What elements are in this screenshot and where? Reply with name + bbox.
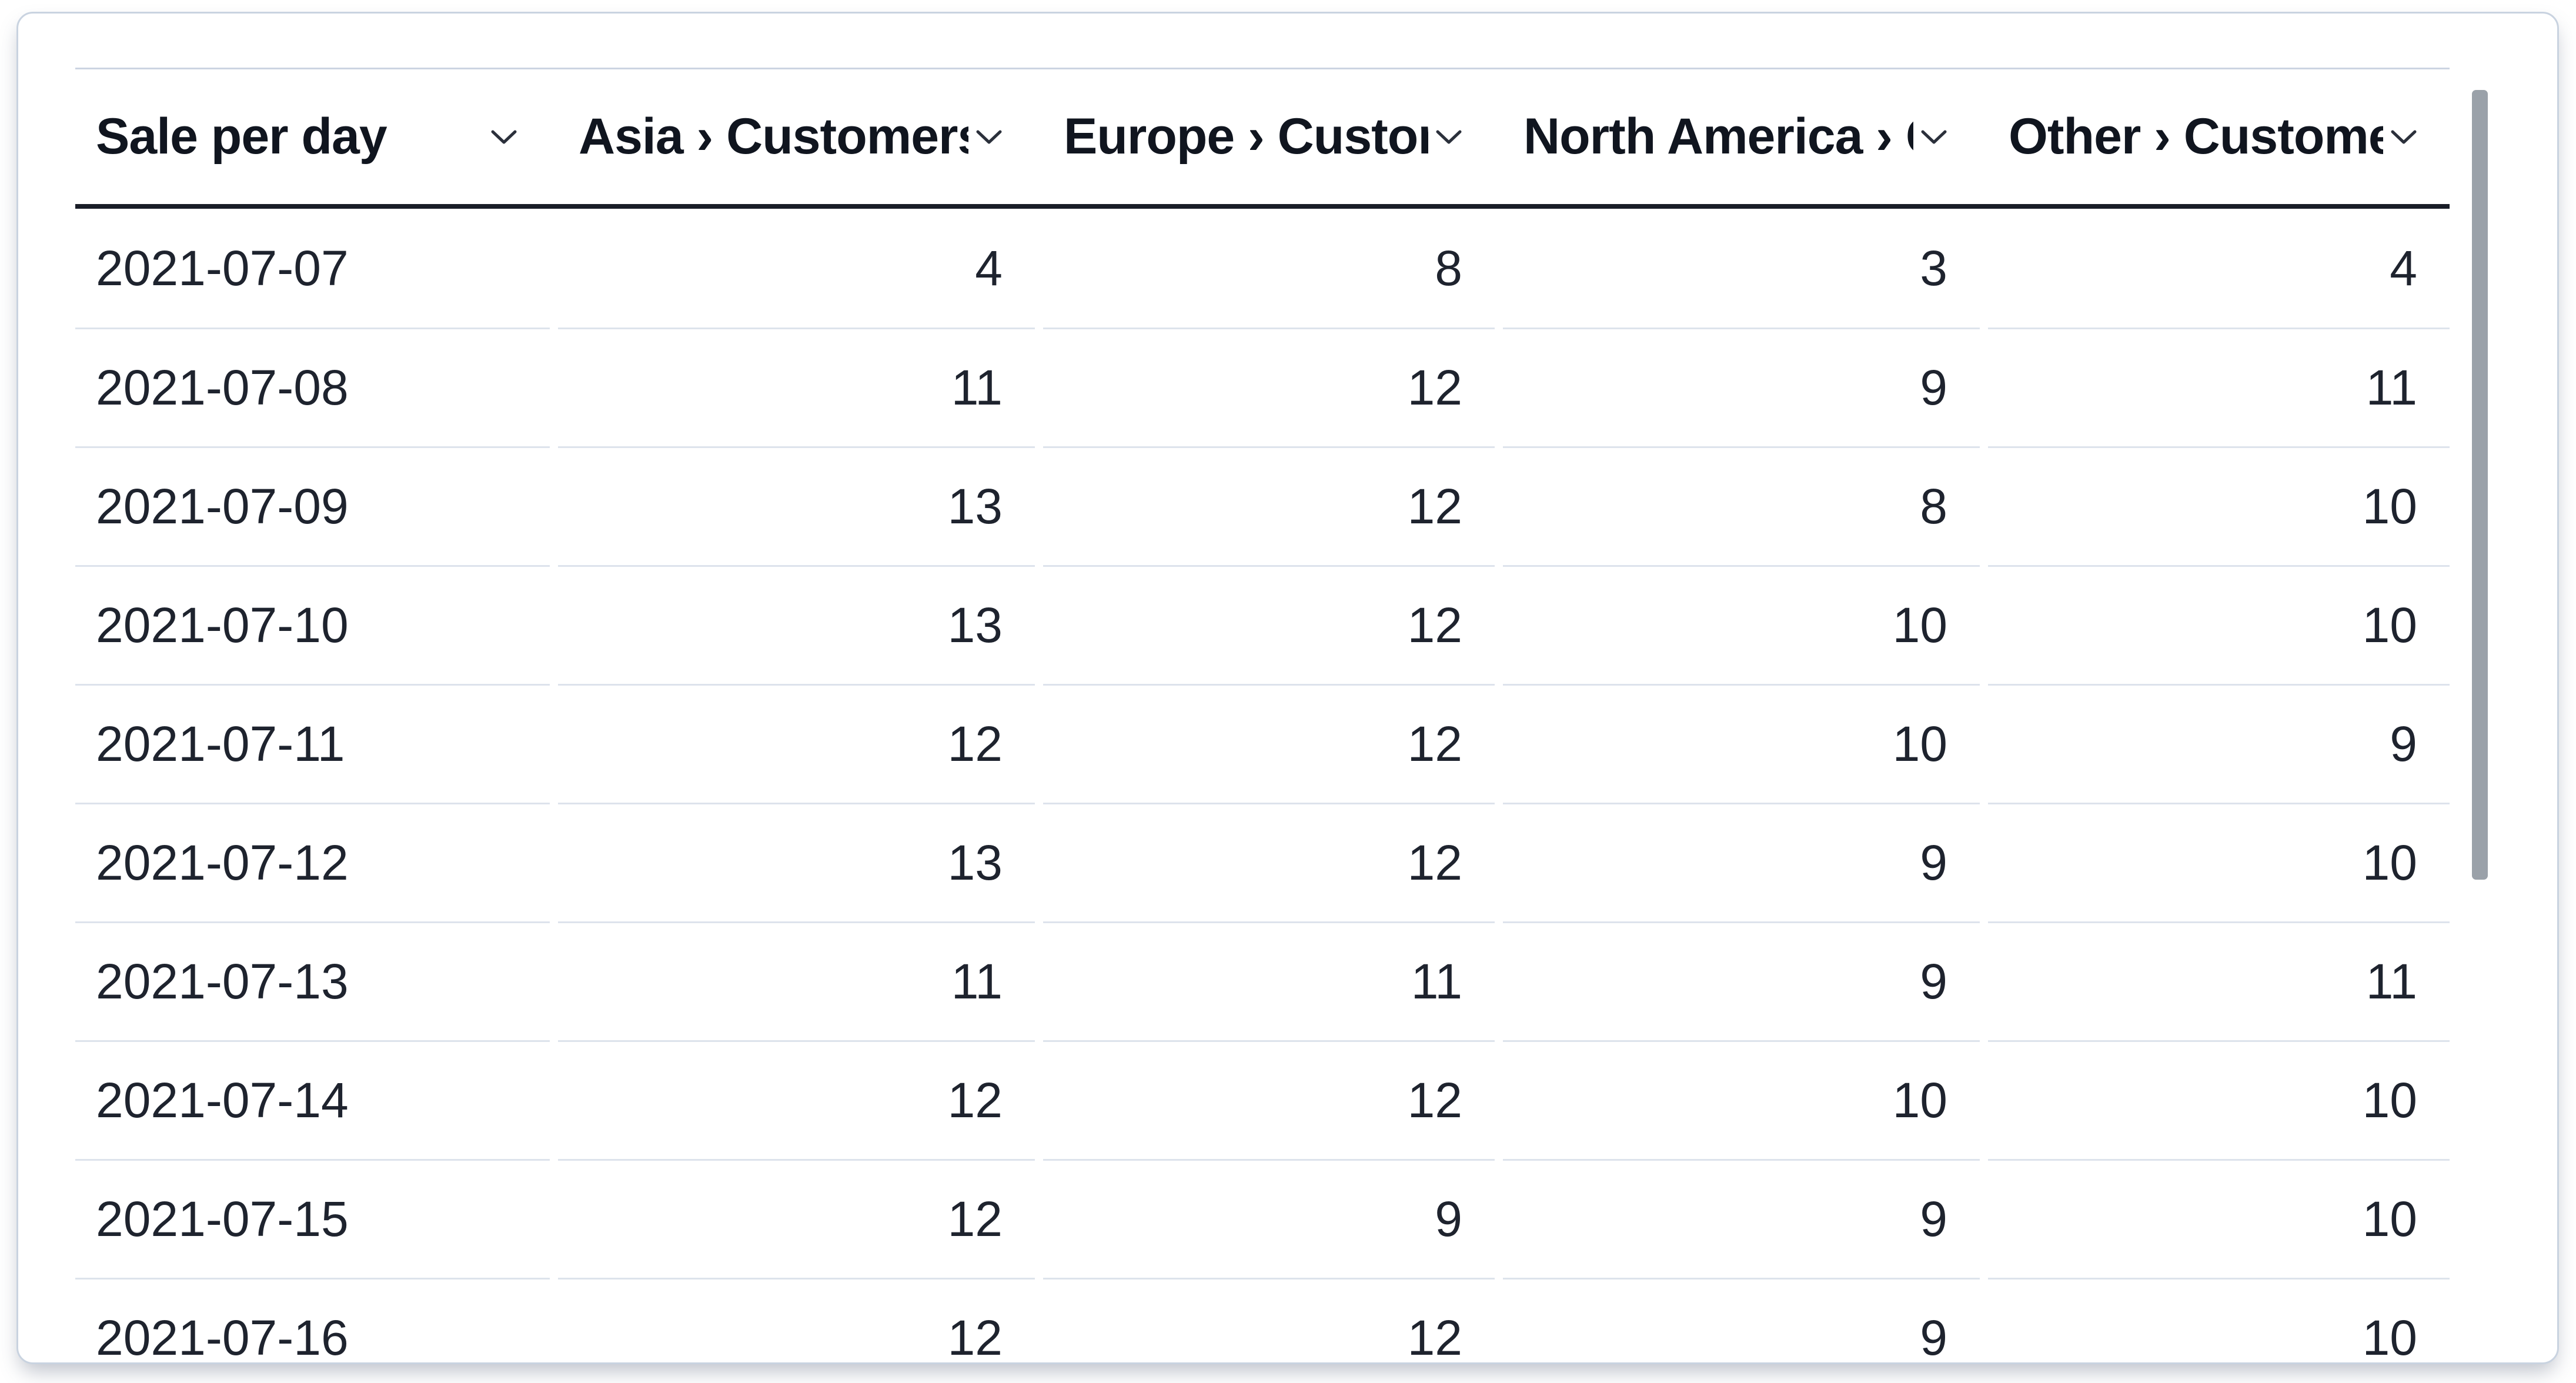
value-cell: 4 (975, 240, 1003, 296)
date-cell: 2021-07-10 (75, 565, 550, 684)
date-cell: 2021-07-07 (96, 240, 349, 296)
date-cell: 2021-07-08 (75, 328, 550, 446)
value-cell: 11 (1043, 921, 1495, 1040)
value-cell: 12 (558, 1278, 1035, 1362)
value-cell: 8 (1503, 446, 1980, 565)
value-cell: 12 (558, 1040, 1035, 1159)
value-cell: 10 (1988, 446, 2450, 565)
value-cell: 12 (558, 1159, 1035, 1278)
value-cell: 10 (1988, 565, 2450, 684)
value-cell: 11 (1988, 328, 2450, 446)
value-cell: 4 (2390, 240, 2417, 296)
table-row: 2021-07-10 13 12 10 10 (75, 565, 2450, 684)
column-header-4[interactable]: Other › Customers (1988, 69, 2450, 204)
table-row: 2021-07-08 11 12 9 11 (75, 328, 2450, 446)
table-body: 2021-07-07 4 8 3 4 2021-07-08 11 12 9 11 2021-07-0… (75, 209, 2450, 1362)
value-cell: 12 (1043, 684, 1495, 803)
date-cell: 2021-07-14 (75, 1040, 550, 1159)
value-cell: 9 (1503, 803, 1980, 921)
value-cell: 12 (558, 684, 1035, 803)
value-cell: 9 (1503, 921, 1980, 1040)
column-header-label: Asia › Customers (579, 108, 968, 165)
table-row: 2021-07-07 4 8 3 4 (75, 209, 2450, 328)
date-cell: 2021-07-15 (75, 1159, 550, 1278)
sales-per-day-table: Sale per day Asia › Customers Europe › Cus… (75, 68, 2450, 1362)
vertical-scrollbar-thumb[interactable] (2472, 90, 2488, 880)
chevron-down-icon (1921, 130, 1947, 143)
value-cell: 12 (1043, 1040, 1495, 1159)
date-cell: 2021-07-12 (75, 803, 550, 921)
value-cell: 10 (1503, 1040, 1980, 1159)
date-cell: 2021-07-13 (75, 921, 550, 1040)
column-header-label: Other › Customers (2009, 108, 2383, 165)
value-cell: 3 (1920, 240, 1947, 296)
table-row: 2021-07-14 12 12 10 10 (75, 1040, 2450, 1159)
value-cell: 10 (1988, 1278, 2450, 1362)
value-cell: 12 (1043, 328, 1495, 446)
value-cell: 10 (1988, 1159, 2450, 1278)
column-header-1[interactable]: Asia › Customers (558, 69, 1035, 204)
value-cell: 11 (558, 921, 1035, 1040)
data-table-card: Sale per day Asia › Customers Europe › Cus… (16, 12, 2559, 1364)
table-row: 2021-07-15 12 9 9 10 (75, 1159, 2450, 1278)
value-cell: 9 (1503, 328, 1980, 446)
column-header-3[interactable]: North America › Customers (1503, 69, 1980, 204)
table-row: 2021-07-12 13 12 9 10 (75, 803, 2450, 921)
value-cell: 10 (1988, 1040, 2450, 1159)
value-cell: 11 (558, 328, 1035, 446)
value-cell: 10 (1503, 565, 1980, 684)
date-cell: 2021-07-11 (75, 684, 550, 803)
value-cell: 12 (1043, 803, 1495, 921)
value-cell: 13 (558, 565, 1035, 684)
value-cell: 12 (1043, 565, 1495, 684)
value-cell: 9 (1043, 1159, 1495, 1278)
value-cell: 9 (1503, 1278, 1980, 1362)
table-header-row: Sale per day Asia › Customers Europe › Cus… (75, 68, 2450, 209)
column-header-label: Sale per day (96, 108, 387, 165)
column-header-label: North America › Customers (1523, 108, 1913, 165)
value-cell: 10 (1988, 803, 2450, 921)
chevron-down-icon (976, 130, 1002, 143)
value-cell: 9 (1988, 684, 2450, 803)
value-cell: 12 (1043, 1278, 1495, 1362)
value-cell: 8 (1435, 240, 1462, 296)
table-row: 2021-07-09 13 12 8 10 (75, 446, 2450, 565)
value-cell: 12 (1043, 446, 1495, 565)
value-cell: 9 (1503, 1159, 1980, 1278)
table-row: 2021-07-16 12 12 9 10 (75, 1278, 2450, 1362)
value-cell: 13 (558, 446, 1035, 565)
chevron-down-icon (1436, 130, 1462, 143)
table-row: 2021-07-13 11 11 9 11 (75, 921, 2450, 1040)
value-cell: 11 (1988, 921, 2450, 1040)
column-header-label: Europe › Customers (1064, 108, 1428, 165)
value-cell: 13 (558, 803, 1035, 921)
date-cell: 2021-07-16 (75, 1278, 550, 1362)
column-header-0[interactable]: Sale per day (75, 69, 550, 204)
chevron-down-icon (491, 130, 517, 143)
date-cell: 2021-07-09 (75, 446, 550, 565)
value-cell: 10 (1503, 684, 1980, 803)
chevron-down-icon (2391, 130, 2417, 143)
table-row: 2021-07-11 12 12 10 9 (75, 684, 2450, 803)
column-header-2[interactable]: Europe › Customers (1043, 69, 1495, 204)
